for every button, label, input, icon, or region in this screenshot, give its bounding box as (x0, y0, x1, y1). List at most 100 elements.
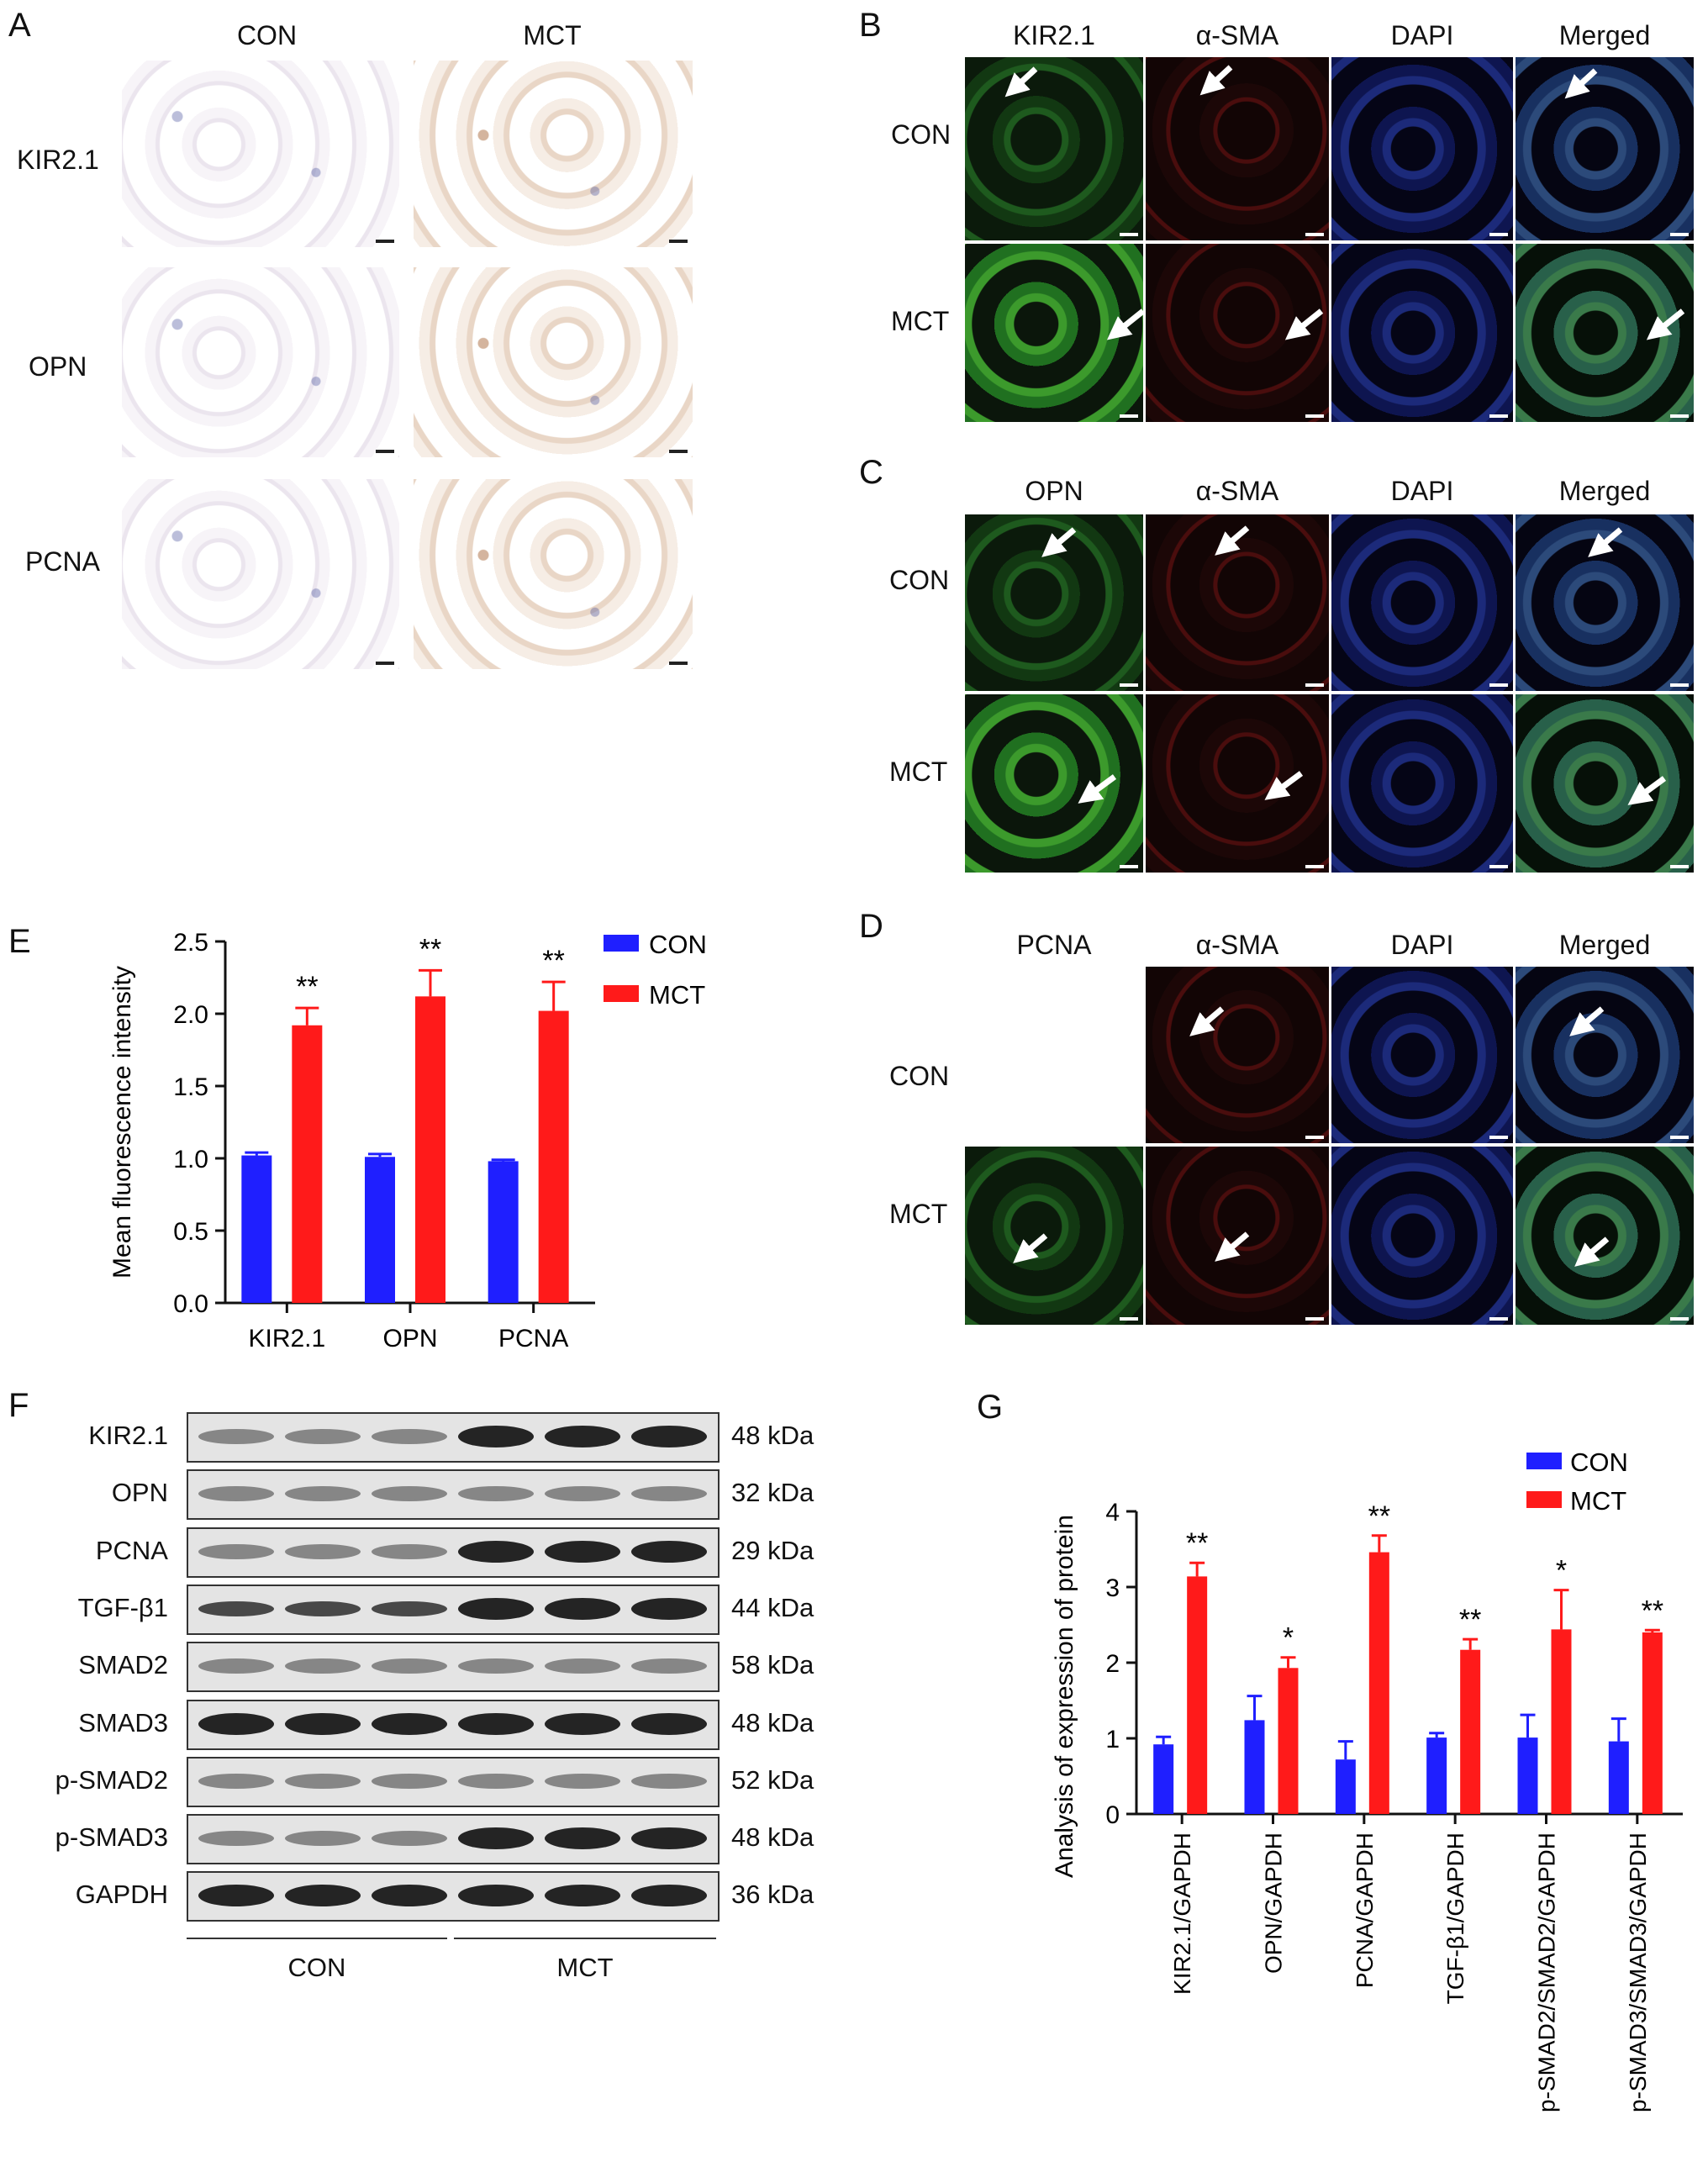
blot-band (545, 1486, 620, 1502)
blot-band (458, 1773, 534, 1789)
panel-c-column-asma: α-SMA (1195, 476, 1279, 506)
blot-band (372, 1429, 447, 1444)
panel-d-column-asma: α-SMA (1195, 930, 1279, 960)
ihc-image-kir21-con (122, 61, 399, 247)
y-tick-label: 3 (1105, 1574, 1120, 1602)
y-axis-label: Analysis of expression of protein (1051, 1515, 1078, 1878)
if-image-b-dapi-con (1331, 57, 1513, 240)
panel-label-a: A (8, 7, 31, 44)
bar-con (1153, 1744, 1174, 1814)
bar-mct (538, 1010, 569, 1303)
blot-strip (187, 1756, 720, 1807)
blot-band (372, 1658, 447, 1674)
arrow-icon (1189, 1006, 1225, 1036)
x-tick-label: TGF-β1/GAPDH (1442, 1832, 1468, 2004)
legend-label-mct: MCT (1570, 1486, 1626, 1516)
blot-band (458, 1426, 534, 1447)
if-image-d-pcna-mct (965, 1147, 1143, 1325)
blot-band (372, 1543, 447, 1559)
y-tick-label: 0.0 (173, 1290, 208, 1318)
blot-band (372, 1600, 447, 1616)
blot-band (198, 1600, 274, 1616)
blot-strip (187, 1699, 720, 1750)
blot-band (198, 1831, 274, 1847)
arrow-icon (1574, 1237, 1610, 1267)
x-tick-label: KIR2.1 (248, 1325, 325, 1353)
blot-band (198, 1543, 274, 1559)
blot-band (458, 1885, 534, 1907)
x-tick-label: p-SMAD3/SMAD3/GAPDH (1625, 1832, 1651, 2112)
ihc-image-opn-con (122, 267, 399, 457)
arrow-icon (1078, 774, 1117, 804)
arrow-icon (1588, 527, 1623, 557)
panel-c-row-mct: MCT (889, 757, 948, 787)
panel-a-row-kir21: KIR2.1 (17, 145, 99, 175)
arrow-icon (1564, 68, 1598, 99)
blot-band (458, 1658, 534, 1674)
blot-band (372, 1712, 447, 1735)
if-image-b-asma-con (1146, 57, 1329, 240)
x-tick-label: OPN (382, 1325, 437, 1353)
panel-label-f: F (8, 1387, 29, 1424)
panel-d-row-con: CON (889, 1061, 950, 1091)
ihc-image-pcna-con (122, 479, 399, 669)
panel-c-row-con: CON (889, 565, 950, 595)
blot-size-label: 36 kDa (731, 1880, 814, 1910)
bar-mct (1368, 1552, 1389, 1814)
if-image-b-asma-mct (1146, 244, 1329, 422)
if-image-c-dapi-con (1331, 514, 1513, 691)
blot-size-label: 44 kDa (731, 1592, 814, 1622)
bar-con (1335, 1759, 1356, 1814)
blot-strip (187, 1871, 720, 1922)
blot-band (545, 1827, 620, 1850)
blot-protein-label: KIR2.1 (88, 1421, 168, 1450)
blot-band (285, 1486, 361, 1502)
significance-label: * (1556, 1555, 1567, 1587)
panel-label-g: G (977, 1389, 1004, 1426)
x-tick-label: PCNA (498, 1325, 568, 1353)
arrow-icon (1284, 308, 1324, 340)
if-image-d-asma-mct (1146, 1147, 1329, 1325)
x-tick-label: PCNA/GAPDH (1352, 1832, 1378, 1988)
panel-a-row-pcna: PCNA (25, 546, 100, 577)
if-image-d-dapi-mct (1331, 1147, 1513, 1325)
y-tick-label: 2 (1105, 1650, 1120, 1678)
blot-band (545, 1426, 620, 1447)
bar-con (365, 1157, 395, 1303)
bar-mct (415, 996, 445, 1303)
panel-b-column-dapi: DAPI (1390, 20, 1454, 50)
if-image-b-kir21-con (965, 57, 1143, 240)
blot-band (285, 1885, 361, 1907)
significance-label: ** (1642, 1595, 1663, 1627)
blot-band (631, 1885, 707, 1907)
bar-con (1244, 1720, 1265, 1814)
blot-band (545, 1885, 620, 1907)
arrow-icon (1041, 527, 1077, 557)
blot-size-label: 52 kDa (731, 1764, 814, 1795)
panel-d-row-mct: MCT (889, 1199, 948, 1229)
blot-group-line (187, 1937, 447, 1939)
panel-c-column-merged: Merged (1558, 476, 1651, 506)
blot-group-label: MCT (556, 1952, 614, 1982)
blot-band (285, 1600, 361, 1616)
if-image-c-dapi-mct (1331, 694, 1513, 873)
arrow-icon (1646, 308, 1685, 340)
blot-band (198, 1712, 274, 1735)
blot-band (198, 1429, 274, 1444)
panel-d-column-dapi: DAPI (1390, 930, 1454, 960)
bar-con (1517, 1737, 1538, 1814)
bar-mct (292, 1025, 323, 1303)
if-image-c-opn-mct (965, 694, 1143, 873)
y-tick-label: 2.0 (173, 1001, 208, 1029)
blot-protein-label: GAPDH (75, 1880, 168, 1910)
blot-band (198, 1773, 274, 1789)
bar-mct (1642, 1632, 1663, 1814)
significance-label: ** (542, 945, 564, 977)
arrow-icon (1004, 1006, 1040, 1036)
legend-swatch-mct (1526, 1491, 1562, 1508)
arrow-icon (1569, 1006, 1605, 1036)
arrow-icon (1004, 66, 1038, 98)
legend-swatch-mct (604, 985, 639, 1002)
blot-band (631, 1426, 707, 1447)
blot-band (372, 1885, 447, 1907)
